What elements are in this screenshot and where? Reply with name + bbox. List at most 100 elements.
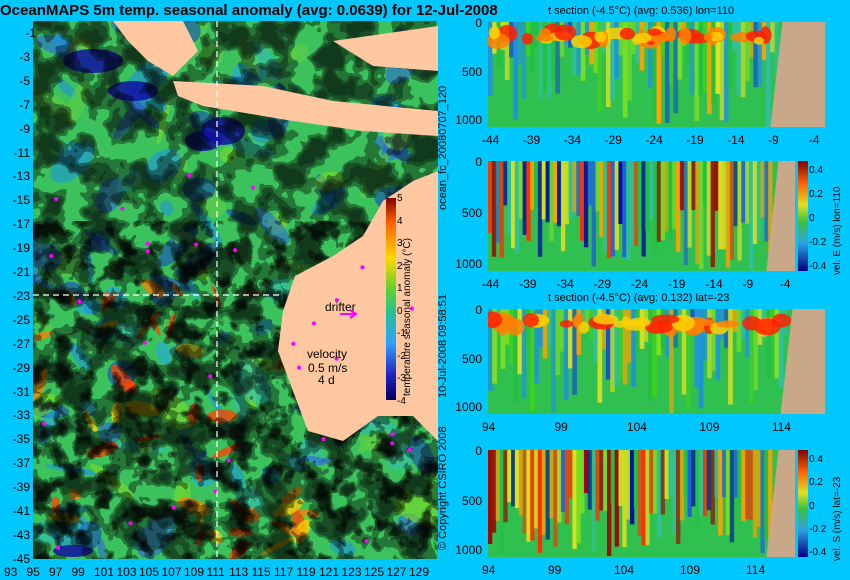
lon-tick-label: 95	[26, 565, 40, 579]
lon-tick-label: 109	[184, 565, 205, 579]
drifter-marker	[250, 185, 255, 190]
panel-y-tick: 0	[475, 16, 482, 30]
australia-land	[278, 171, 438, 441]
velocity-colorbar-label: vel. E (m/s) lon=110	[832, 186, 843, 275]
lon-tick-label: 103	[116, 565, 137, 579]
drifter-marker	[56, 545, 61, 550]
panel-x-tick: -14	[705, 277, 723, 291]
velocity-colorbar-label: vel. S (m/s) lat=-23	[832, 476, 843, 561]
lon-tick-label: 115	[251, 565, 271, 579]
panel-x-tick: -29	[593, 277, 611, 291]
map-colorbar-tick: -4	[397, 395, 406, 407]
drifter-marker	[194, 242, 199, 247]
panel-x-tick: 109	[699, 420, 720, 434]
lon-tick-label: 105	[139, 565, 160, 579]
drifter-arrow-icon	[340, 309, 358, 319]
drifter-marker	[54, 196, 59, 201]
lon-tick-label: 113	[229, 565, 249, 579]
lat-tick-label: -35	[12, 432, 30, 447]
run-id-label: ocean_fc_20080707_120	[437, 85, 449, 210]
drifter-marker	[360, 265, 365, 270]
drifter-marker	[171, 505, 176, 510]
main-title: OceanMAPS 5m temp. seasonal anomaly (avg…	[0, 2, 498, 19]
velocity-colorbar-tick: -0.4	[809, 261, 827, 272]
panel-x-tick: 99	[554, 420, 568, 434]
panel-x-tick: -4	[779, 277, 791, 291]
panel-x-tick: -44	[482, 277, 500, 291]
section-panel-3	[488, 309, 825, 414]
panel-y-tick: 0	[475, 444, 482, 458]
panel-y-tick: 1000	[455, 113, 482, 127]
map-colorbar	[386, 198, 396, 400]
drifter-marker	[409, 306, 414, 311]
panel-x-tick: -34	[556, 277, 574, 291]
drifter-marker	[334, 298, 339, 303]
lat-tick-label: -41	[12, 504, 30, 518]
panel-y-tick: 500	[461, 64, 482, 79]
lat-tick-label: -5	[19, 73, 30, 88]
panel-x-tick: -34	[563, 133, 582, 147]
velocity-colorbar-tick: -0.2	[809, 523, 827, 535]
lat-tick-label: -11	[13, 145, 30, 160]
lon-tick-label: 101	[94, 565, 115, 579]
lat-tick-label: -33	[12, 408, 30, 423]
velocity-label: velocity	[307, 347, 348, 361]
map-colorbar-tick: 3	[397, 238, 403, 249]
panel-x-tick: 94	[482, 563, 496, 577]
drifter-marker	[42, 421, 47, 426]
lat-tick-label: -19	[12, 241, 30, 256]
drifter-marker	[187, 173, 192, 178]
panel-y-tick: 1000	[455, 543, 482, 557]
panel-x-tick: -9	[768, 133, 779, 147]
lat-tick-label: -25	[12, 312, 30, 327]
panel-x-tick: -29	[604, 133, 622, 147]
velocity-colorbar-tick: -0.4	[809, 547, 827, 558]
lon-tick-label: 97	[49, 565, 63, 579]
panel-x-tick: -19	[686, 133, 704, 147]
panel-x-tick: -9	[742, 277, 754, 291]
lon-tick-label: 127	[386, 565, 407, 579]
velocity-colorbar-tick: 0.2	[809, 477, 823, 489]
lat-tick-label: -13	[12, 169, 30, 184]
section-land	[766, 450, 795, 557]
panel-x-tick: -39	[522, 133, 541, 147]
drifter-marker	[208, 374, 213, 379]
drifter-marker	[390, 432, 395, 437]
borneo-land	[333, 26, 438, 71]
panel-x-tick: -4	[808, 133, 820, 147]
drifter-marker	[142, 340, 147, 345]
lon-tick-label: 119	[296, 565, 316, 579]
panel-x-tick: -19	[668, 277, 686, 291]
lon-tick-label: 117	[274, 565, 294, 579]
panel-x-tick: 109	[680, 563, 701, 577]
lat-tick-label: -3	[19, 49, 30, 64]
section-land	[766, 161, 795, 271]
velocity-colorbar	[798, 450, 808, 557]
panel-y-tick: 500	[461, 493, 482, 508]
section-panel-1	[488, 22, 825, 127]
lat-tick-label: -27	[12, 336, 30, 351]
velocity-colorbar-tick: 0.4	[809, 165, 823, 176]
velocity-colorbar	[798, 161, 808, 271]
panel-x-tick: -14	[727, 133, 745, 147]
drifter-marker	[334, 356, 339, 361]
panel-title: t section (-4.5°C) (avg: 0.536) lon=110	[548, 5, 735, 17]
panel-x-tick: 94	[482, 420, 496, 434]
lon-tick-label: 111	[206, 565, 225, 579]
drifter-marker	[321, 437, 326, 442]
panel-x-tick: -24	[630, 277, 649, 291]
lat-tick-label: -15	[12, 193, 30, 208]
map-colorbar-tick: 1	[397, 283, 403, 294]
map-colorbar-tick: -3	[397, 373, 406, 384]
map-colorbar-tick: 5	[397, 193, 403, 204]
drifter-marker	[311, 321, 316, 326]
lon-tick-label: 123	[341, 565, 362, 579]
lon-tick-label: 99	[71, 565, 85, 579]
lat-tick-label: -45	[12, 551, 30, 566]
lon-tick-label: 93	[4, 565, 18, 579]
section-panel-2	[488, 161, 795, 271]
section-land	[770, 22, 825, 127]
drifter-marker	[120, 206, 125, 211]
velocity-colorbar-tick: 0.2	[809, 189, 823, 200]
drifter-marker	[226, 458, 231, 463]
